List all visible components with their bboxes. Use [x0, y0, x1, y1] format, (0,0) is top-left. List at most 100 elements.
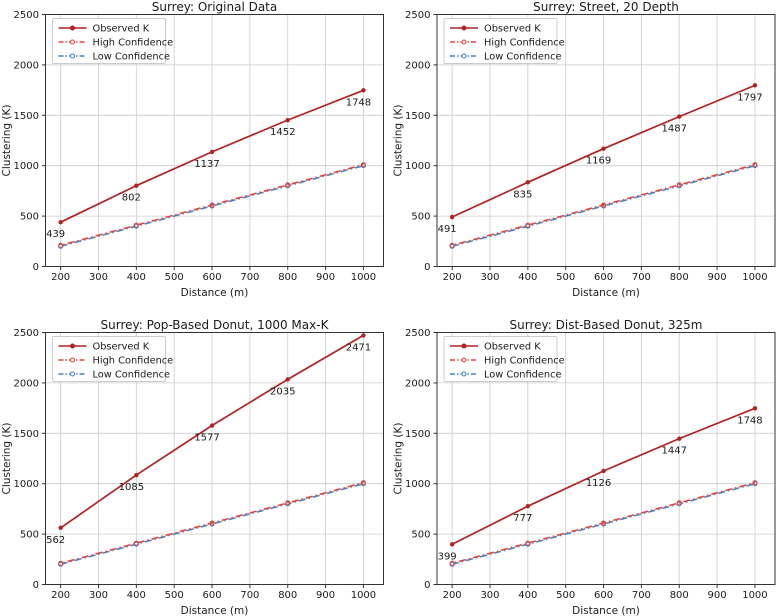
marker-observed-k — [285, 377, 290, 382]
tick-marks — [42, 332, 364, 588]
legend-marker — [461, 371, 467, 377]
legend-box — [443, 336, 558, 382]
y-axis-label: Clustering (K) — [1, 423, 13, 495]
legend: Observed K High Confidence Low Confidence — [52, 18, 173, 64]
y-tick-label: 2500 — [14, 328, 39, 339]
legend-marker — [69, 25, 76, 31]
legend-box — [52, 336, 166, 382]
marker-high-confidence — [58, 560, 64, 566]
marker-high-confidence — [133, 540, 139, 546]
legend-label: Observed K — [484, 342, 541, 353]
marker-observed-k — [449, 542, 455, 547]
plot-border — [45, 14, 384, 267]
tick-labels: 200 300 400 500 600 700 800 900 1000 0 500 1000 1500… — [405, 328, 768, 601]
subplot-surrey-pop-based-donut: 200 300 400 500 600 700 800 900 1000 0 500 1000 1500… — [0, 308, 391, 616]
y-tick-label: 1000 — [405, 161, 430, 172]
legend-label: Observed K — [484, 24, 541, 35]
x-tick-label: 500 — [556, 590, 575, 601]
tick-marks — [42, 14, 364, 270]
x-tick-label: 1000 — [742, 272, 767, 283]
marker-high-confidence — [676, 500, 682, 506]
marker-high-confidence — [285, 182, 291, 188]
marker-high-confidence — [752, 162, 758, 168]
x-tick-label: 400 — [127, 590, 146, 601]
y-tick-label: 2000 — [14, 60, 39, 71]
chart-title: Surrey: Pop-Based Donut, 1000 Max-K — [101, 318, 330, 332]
legend-marker — [461, 357, 467, 363]
series-line-high-confidence — [451, 481, 756, 565]
x-tick-label: 300 — [89, 590, 108, 601]
tick-marks — [433, 14, 756, 270]
chart-title: Surrey: Dist-Based Donut, 325m — [510, 318, 703, 332]
plot-area: 200 300 400 500 600 700 800 900 1000 0 500 1000 1500… — [405, 328, 776, 601]
legend-label: High Confidence — [484, 356, 565, 367]
data-label: 439 — [46, 229, 65, 240]
x-tick-label: 900 — [708, 590, 727, 601]
data-label: 1452 — [270, 127, 295, 138]
legend-label: Low Confidence — [93, 370, 171, 381]
marker-observed-k — [361, 333, 366, 338]
y-tick-label: 0 — [33, 262, 39, 273]
x-tick-label: 300 — [480, 272, 499, 283]
marker-observed-k — [209, 149, 215, 155]
marker-observed-k — [601, 146, 606, 151]
legend-marker — [69, 39, 76, 45]
legend-marker — [69, 343, 76, 349]
marker-observed-k — [134, 472, 139, 478]
line-chart-surrey-street-20-depth: 200 300 400 500 600 700 800 900 1000 0 500 1000 1500… — [393, 0, 776, 299]
x-tick-label: 700 — [240, 272, 259, 283]
marker-high-confidence — [525, 222, 531, 228]
line-chart-surrey-dist-based-donut: 200 300 400 500 600 700 800 900 1000 0 500 1000 1500… — [393, 318, 776, 616]
marker-observed-k — [677, 436, 682, 441]
y-tick-label: 1500 — [14, 111, 39, 122]
y-tick-label: 0 — [424, 580, 430, 591]
legend-label: Observed K — [93, 342, 150, 353]
data-labels: 562 1085 1577 2035 2471 — [46, 342, 371, 545]
x-tick-label: 600 — [594, 590, 613, 601]
line-chart-surrey-pop-based-donut: 200 300 400 500 600 700 800 900 1000 0 500 1000 1500… — [1, 318, 384, 616]
tick-labels: 200 300 400 500 600 700 800 900 1000 0 500 1000 1500… — [14, 10, 377, 283]
marker-high-confidence — [285, 500, 291, 506]
y-axis-label: Clustering (K) — [393, 105, 405, 177]
data-label: 2035 — [270, 386, 295, 397]
legend-label: Observed K — [93, 24, 150, 35]
x-tick-label: 600 — [202, 272, 221, 283]
legend-marker — [69, 357, 76, 363]
data-labels: 491 835 1169 1487 1797 — [438, 92, 763, 235]
y-tick-label: 2000 — [405, 60, 430, 71]
legend-marker — [461, 25, 467, 31]
x-tick-label: 400 — [518, 272, 537, 283]
y-tick-label: 500 — [411, 212, 430, 223]
plot-area: 200 300 400 500 600 700 800 900 1000 0 500 1000 1500… — [14, 328, 384, 601]
marker-observed-k — [677, 114, 682, 119]
x-tick-label: 200 — [443, 590, 462, 601]
marker-high-confidence — [133, 222, 139, 228]
legend: Observed K High Confidence Low Confidence — [443, 336, 565, 382]
legend: Observed K High Confidence Low Confidence — [443, 18, 565, 64]
series-line-low-confidence — [451, 164, 756, 248]
y-axis-label: Clustering (K) — [1, 105, 13, 177]
data-labels: 399 777 1126 1447 1748 — [438, 415, 763, 562]
x-tick-label: 200 — [51, 590, 70, 601]
legend: Observed K High Confidence Low Confidence — [52, 336, 173, 382]
plot-border — [436, 14, 776, 267]
marker-high-confidence — [209, 520, 215, 526]
tick-labels: 200 300 400 500 600 700 800 900 1000 0 500 1000 1500… — [405, 10, 768, 283]
data-label: 1169 — [586, 156, 611, 167]
data-label: 1137 — [194, 159, 219, 170]
legend-box — [443, 18, 558, 64]
chart-title: Surrey: Street, 20 Depth — [533, 0, 679, 14]
plot-area: 200 300 400 500 600 700 800 900 1000 0 500 1000 1500… — [14, 10, 384, 283]
x-tick-label: 600 — [594, 272, 613, 283]
tick-marks — [433, 332, 756, 588]
chart-title: Surrey: Original Data — [152, 0, 278, 14]
x-tick-label: 500 — [165, 272, 184, 283]
series-line-low-confidence — [60, 164, 364, 248]
y-tick-label: 1000 — [405, 479, 430, 490]
x-tick-label: 700 — [632, 272, 651, 283]
x-tick-label: 1000 — [742, 590, 767, 601]
x-tick-label: 900 — [316, 272, 335, 283]
marker-observed-k — [449, 214, 455, 220]
data-label: 399 — [438, 551, 457, 562]
x-tick-label: 800 — [670, 272, 689, 283]
